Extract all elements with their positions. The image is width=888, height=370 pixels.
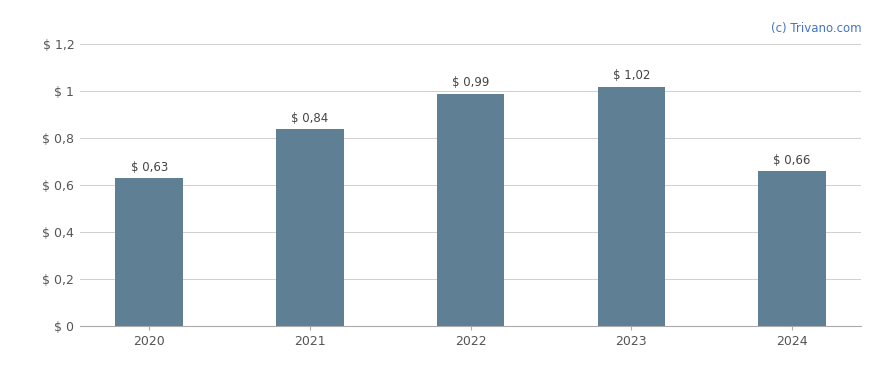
Bar (115, 178, 183, 326)
Text: $ 0,99: $ 0,99 (452, 76, 489, 90)
Bar (276, 129, 344, 326)
Text: $ 0,84: $ 0,84 (291, 111, 329, 125)
Bar (598, 87, 665, 326)
Text: $ 0,63: $ 0,63 (131, 161, 168, 174)
Text: $ 0,66: $ 0,66 (773, 154, 811, 167)
Text: (c) Trivano.com: (c) Trivano.com (771, 22, 861, 35)
Bar (437, 94, 504, 326)
Bar (758, 171, 826, 326)
Text: $ 1,02: $ 1,02 (613, 69, 650, 83)
